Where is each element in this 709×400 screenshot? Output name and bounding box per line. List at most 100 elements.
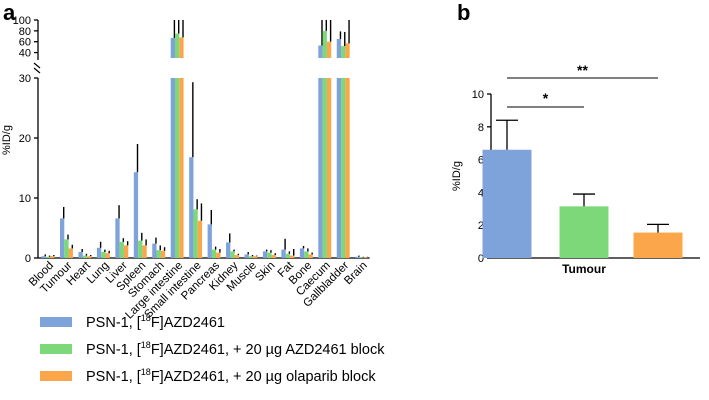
bar — [64, 239, 69, 258]
bar — [230, 251, 235, 258]
bar — [133, 172, 139, 258]
bar — [211, 249, 217, 258]
bar — [45, 256, 51, 258]
bar — [304, 251, 309, 258]
legend-swatch-series2 — [40, 343, 72, 354]
y-tick-label: 4 — [478, 187, 484, 199]
y-tick-label: 2 — [478, 220, 484, 232]
y-tick-label: 100 — [13, 15, 31, 27]
bar — [336, 78, 342, 258]
bar — [244, 254, 249, 258]
bar-b — [633, 232, 683, 258]
bar — [285, 253, 290, 258]
bar — [68, 248, 73, 258]
bar — [119, 241, 124, 258]
bar-b — [482, 149, 532, 258]
bar — [234, 255, 239, 258]
bar — [341, 78, 346, 258]
y-tick-label: 8 — [478, 122, 484, 134]
bar — [345, 43, 350, 58]
bar — [179, 37, 184, 58]
bar — [322, 30, 327, 58]
bar — [123, 245, 129, 258]
bar — [290, 255, 295, 258]
y-axis-label: %ID/g — [1, 125, 13, 155]
bar — [175, 78, 180, 258]
bar — [341, 46, 346, 58]
bar — [216, 252, 221, 258]
bar — [248, 256, 254, 258]
y-tick-label: 6 — [478, 155, 484, 167]
bar — [336, 39, 342, 58]
legend-label: PSN-1, [18F]AZD2461, + 20 µg olaparib bl… — [86, 366, 376, 385]
significance-label: ** — [577, 62, 588, 78]
bar — [326, 78, 332, 258]
axis-break-mark — [33, 67, 41, 74]
bar — [138, 240, 143, 258]
y-tick-label: 40 — [19, 48, 31, 60]
bar — [363, 257, 369, 258]
axis-break-mark — [33, 62, 41, 69]
legend-item: PSN-1, [18F]AZD2461, + 20 µg AZD2461 blo… — [40, 335, 384, 362]
bar — [189, 157, 194, 258]
legend: PSN-1, [18F]AZD2461 PSN-1, [18F]AZD2461,… — [40, 308, 384, 389]
bar — [179, 78, 184, 258]
bar — [170, 78, 175, 258]
bar — [267, 252, 272, 258]
bar — [50, 256, 55, 258]
y-tick-label: 0 — [478, 253, 484, 265]
bar — [359, 257, 364, 258]
bar — [60, 218, 65, 258]
bar — [87, 256, 92, 258]
legend-label: PSN-1, [18F]AZD2461 — [86, 312, 225, 331]
y-tick-label: 0 — [25, 253, 31, 265]
bar — [207, 224, 212, 258]
y-tick-label: 30 — [19, 73, 31, 85]
bar — [82, 255, 88, 258]
bar — [318, 78, 323, 258]
legend-item: PSN-1, [18F]AZD2461 — [40, 308, 384, 335]
legend-item: PSN-1, [18F]AZD2461, + 20 µg olaparib bl… — [40, 362, 384, 389]
panel-label-a: a — [3, 0, 16, 25]
bar — [271, 255, 276, 258]
bar — [152, 243, 157, 258]
bar — [105, 253, 110, 258]
bar — [262, 251, 268, 258]
legend-swatch-series3 — [40, 370, 72, 381]
y-tick-label: 10 — [472, 89, 484, 101]
bar — [115, 218, 120, 258]
bar — [355, 256, 360, 258]
bar — [197, 220, 203, 258]
bar — [78, 252, 83, 258]
bar — [170, 37, 175, 58]
x-tick-label: Skin — [253, 260, 277, 284]
bar — [345, 78, 350, 258]
bar — [326, 41, 332, 58]
y-axis-label-b: %ID/g — [451, 161, 463, 191]
y-tick-label: 20 — [19, 133, 31, 145]
bar — [101, 252, 106, 258]
bar — [156, 250, 161, 258]
panel-label-b: b — [457, 0, 471, 25]
significance-label: * — [543, 90, 549, 106]
bar — [226, 242, 231, 258]
bar — [253, 256, 258, 258]
bar — [281, 249, 286, 258]
bar — [318, 45, 323, 58]
y-tick-label: 80 — [19, 26, 31, 38]
bar — [142, 245, 147, 258]
bar — [96, 247, 102, 258]
y-tick-label: 10 — [19, 193, 31, 205]
bar — [308, 254, 313, 258]
bar — [175, 33, 180, 58]
legend-label: PSN-1, [18F]AZD2461, + 20 µg AZD2461 blo… — [86, 339, 385, 358]
bar — [193, 209, 198, 258]
bar — [299, 248, 305, 258]
bar — [322, 78, 327, 258]
bar — [41, 256, 46, 258]
y-tick-label: 60 — [19, 37, 31, 49]
bar — [160, 250, 166, 258]
legend-swatch-series1 — [40, 316, 72, 327]
x-tick-label-b: Tumour — [562, 262, 606, 276]
